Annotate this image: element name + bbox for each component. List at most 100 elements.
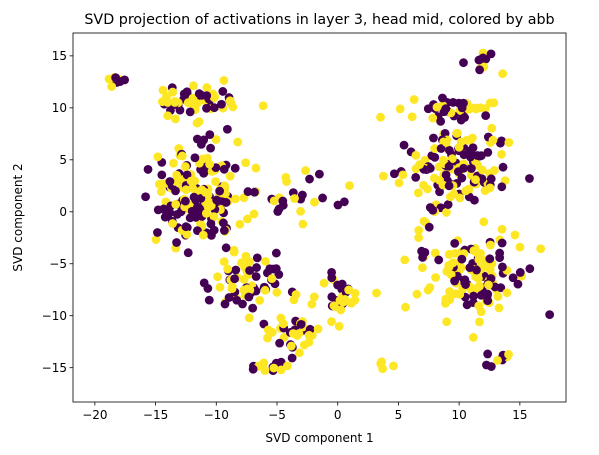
data-point-class0 xyxy=(194,89,204,99)
data-point-class1 xyxy=(398,170,408,180)
data-point-class0 xyxy=(218,218,228,228)
chart-title: SVD projection of activations in layer 3… xyxy=(84,12,554,28)
data-point-class0 xyxy=(450,238,460,248)
data-point-class0 xyxy=(206,219,216,229)
data-point-class1 xyxy=(476,307,486,317)
data-point-class1 xyxy=(276,365,286,375)
data-point-class0 xyxy=(411,172,421,182)
data-point-class1 xyxy=(269,363,279,373)
plot-frame xyxy=(72,32,567,403)
x-tick-label: 5 xyxy=(395,408,403,422)
data-point-class1 xyxy=(163,111,173,121)
data-point-class0 xyxy=(327,292,337,302)
data-point-class1 xyxy=(389,361,398,371)
data-point-class1 xyxy=(415,160,424,170)
data-point-class1 xyxy=(336,305,346,315)
data-point-class0 xyxy=(222,124,232,134)
data-point-class1 xyxy=(479,217,489,227)
data-point-class1 xyxy=(423,184,432,194)
data-point-class0 xyxy=(457,103,467,113)
data-point-class0 xyxy=(417,246,426,256)
data-point-class1 xyxy=(194,117,204,126)
data-point-class1 xyxy=(493,356,502,365)
data-point-class1 xyxy=(461,186,471,196)
data-point-class1 xyxy=(394,178,404,188)
data-point-class0 xyxy=(231,265,241,275)
data-point-class0 xyxy=(212,195,222,205)
data-point-class1 xyxy=(168,219,178,228)
data-point-class1 xyxy=(400,255,410,265)
data-point-class0 xyxy=(450,276,459,286)
data-point-class0 xyxy=(525,174,534,183)
data-point-class1 xyxy=(168,87,178,97)
data-point-class0 xyxy=(250,187,259,197)
data-point-class1 xyxy=(202,83,212,92)
data-point-class0 xyxy=(441,170,451,180)
data-point-class1 xyxy=(211,135,221,144)
data-point-class1 xyxy=(488,135,498,145)
data-point-class1 xyxy=(169,158,178,168)
data-point-class1 xyxy=(244,313,254,323)
data-point-class1 xyxy=(441,138,451,147)
data-point-class1 xyxy=(441,294,451,304)
data-point-class1 xyxy=(107,82,117,91)
data-point-class1 xyxy=(456,137,466,147)
data-point-class1 xyxy=(469,246,479,256)
data-point-class1 xyxy=(485,183,495,193)
data-point-class0 xyxy=(472,151,482,160)
data-point-class1 xyxy=(255,295,265,305)
data-point-class0 xyxy=(318,193,327,203)
data-point-class0 xyxy=(191,195,201,205)
data-point-class1 xyxy=(472,103,481,113)
data-point-class1 xyxy=(243,214,252,224)
data-point-class0 xyxy=(486,174,496,184)
x-tick-label: −20 xyxy=(82,408,107,422)
data-point-class1 xyxy=(272,287,282,297)
data-point-class1 xyxy=(411,150,421,160)
data-point-class1 xyxy=(429,173,439,183)
data-point-class0 xyxy=(181,222,191,232)
data-point-class0 xyxy=(298,190,307,200)
data-point-class0 xyxy=(244,292,254,302)
data-point-class1 xyxy=(327,317,336,327)
data-point-class0 xyxy=(545,310,555,319)
data-point-class1 xyxy=(476,249,485,258)
data-point-class1 xyxy=(465,136,475,145)
data-point-class0 xyxy=(315,169,324,179)
data-point-class0 xyxy=(217,99,226,109)
data-point-class1 xyxy=(188,183,198,193)
data-point-class0 xyxy=(436,116,446,126)
data-point-class0 xyxy=(513,279,523,289)
data-point-class1 xyxy=(430,144,439,153)
data-point-class1 xyxy=(186,176,196,186)
data-point-class0 xyxy=(162,207,171,216)
data-point-class0 xyxy=(273,207,283,216)
data-point-class0 xyxy=(497,182,507,192)
data-point-class1 xyxy=(431,273,440,282)
data-point-class1 xyxy=(451,289,461,299)
data-point-class1 xyxy=(211,177,221,187)
data-point-class0 xyxy=(141,192,150,202)
data-point-class0 xyxy=(252,263,261,272)
data-point-class1 xyxy=(423,285,433,295)
data-point-class1 xyxy=(484,280,493,290)
data-point-class0 xyxy=(202,91,212,100)
data-point-class0 xyxy=(425,163,435,173)
data-point-class1 xyxy=(225,171,235,181)
data-point-class1 xyxy=(493,292,503,301)
data-point-class0 xyxy=(224,293,234,302)
data-point-class0 xyxy=(248,364,258,374)
data-point-class0 xyxy=(429,133,438,143)
data-point-class1 xyxy=(414,233,424,242)
data-point-class1 xyxy=(239,275,249,284)
data-point-class0 xyxy=(252,253,262,263)
data-point-class1 xyxy=(209,93,219,103)
data-point-class1 xyxy=(278,319,288,329)
x-tick-label: −10 xyxy=(204,408,229,422)
data-point-class0 xyxy=(190,153,200,163)
data-point-class1 xyxy=(409,95,419,104)
data-point-class1 xyxy=(480,261,489,271)
data-point-class0 xyxy=(185,107,195,117)
data-point-class1 xyxy=(213,272,223,282)
